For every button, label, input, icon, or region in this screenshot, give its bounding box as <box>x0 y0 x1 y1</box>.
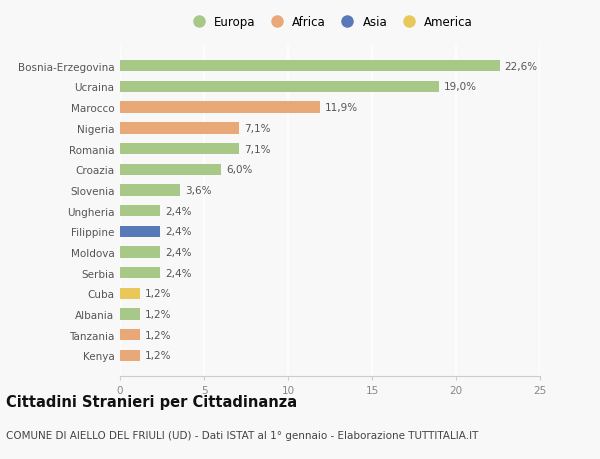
Text: 19,0%: 19,0% <box>444 82 477 92</box>
Bar <box>120 309 140 320</box>
Bar <box>120 164 221 175</box>
Text: 3,6%: 3,6% <box>185 185 212 196</box>
Bar <box>120 350 140 361</box>
Text: 22,6%: 22,6% <box>505 62 538 72</box>
Text: 7,1%: 7,1% <box>244 123 271 134</box>
Bar <box>120 268 160 279</box>
Text: 7,1%: 7,1% <box>244 144 271 154</box>
Bar <box>120 206 160 217</box>
Text: 1,2%: 1,2% <box>145 309 172 319</box>
Bar <box>120 226 160 237</box>
Bar <box>120 247 160 258</box>
Bar <box>120 102 320 113</box>
Text: 2,4%: 2,4% <box>166 227 192 237</box>
Text: COMUNE DI AIELLO DEL FRIULI (UD) - Dati ISTAT al 1° gennaio - Elaborazione TUTTI: COMUNE DI AIELLO DEL FRIULI (UD) - Dati … <box>6 431 478 440</box>
Bar <box>120 185 181 196</box>
Text: 1,2%: 1,2% <box>145 351 172 361</box>
Text: 6,0%: 6,0% <box>226 165 252 175</box>
Bar <box>120 82 439 93</box>
Bar <box>120 61 500 72</box>
Text: 1,2%: 1,2% <box>145 330 172 340</box>
Text: 1,2%: 1,2% <box>145 289 172 299</box>
Bar <box>120 288 140 299</box>
Bar <box>120 330 140 341</box>
Text: 2,4%: 2,4% <box>166 247 192 257</box>
Legend: Europa, Africa, Asia, America: Europa, Africa, Asia, America <box>182 11 478 34</box>
Text: Cittadini Stranieri per Cittadinanza: Cittadini Stranieri per Cittadinanza <box>6 394 297 409</box>
Text: 11,9%: 11,9% <box>325 103 358 113</box>
Bar <box>120 123 239 134</box>
Text: 2,4%: 2,4% <box>166 268 192 278</box>
Text: 2,4%: 2,4% <box>166 206 192 216</box>
Bar <box>120 144 239 155</box>
